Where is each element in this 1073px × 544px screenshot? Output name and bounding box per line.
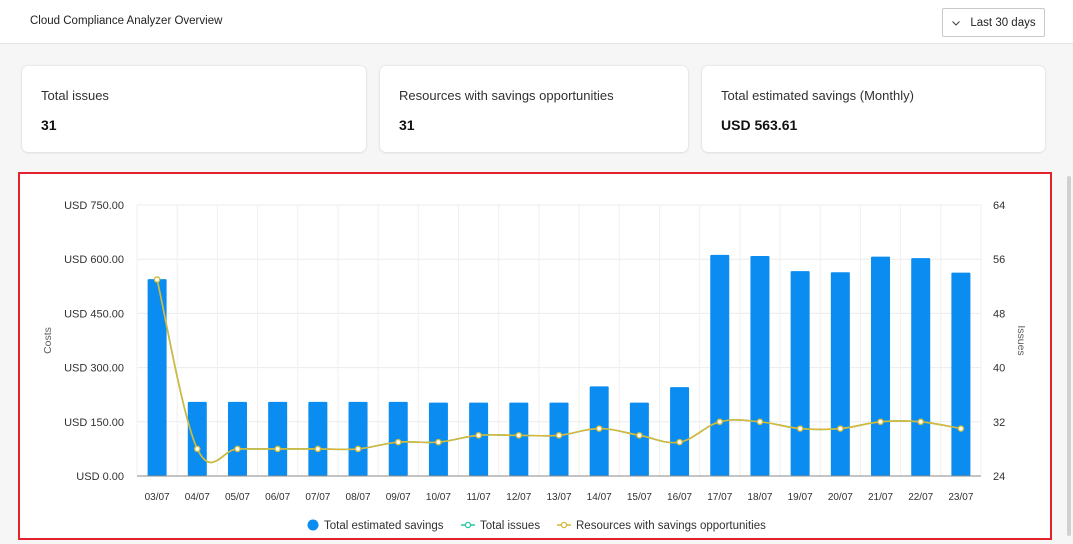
resources-savings-value: 31 [399, 117, 415, 133]
x-axis-tick-label: 15/07 [627, 492, 652, 503]
legend-resources-marker [560, 521, 568, 529]
x-axis-tick-label: 05/07 [225, 492, 250, 503]
estimated-savings-card: Total estimated savings (Monthly) USD 56… [702, 66, 1045, 152]
legend-total-issues-marker [464, 521, 472, 529]
resources-savings-point [555, 432, 563, 439]
resources-savings-point [756, 418, 764, 426]
total-issues-label: Total issues [41, 88, 109, 103]
top-bar: Cloud Compliance Analyzer Overview Last … [0, 0, 1073, 44]
resources-savings-point [274, 445, 281, 453]
y2-axis-tick-label: 48 [993, 308, 1005, 320]
x-axis-tick-label: 11/07 [466, 492, 491, 503]
y2-axis-tick-label: 56 [993, 254, 1005, 266]
x-axis-tick-label: 23/07 [948, 492, 973, 503]
x-axis-tick-label: 07/07 [305, 492, 330, 503]
savings-bar [750, 255, 770, 476]
x-axis-tick-label: 18/07 [747, 492, 772, 503]
total-issues-value: 31 [41, 117, 57, 133]
savings-bar [951, 272, 971, 476]
y-axis-tick-label: USD 450.00 [64, 308, 124, 320]
resources-savings-point [234, 445, 241, 453]
x-axis-tick-label: 14/07 [587, 492, 612, 503]
savings-bar [147, 279, 167, 476]
savings-bar [871, 256, 891, 476]
y2-axis-tick-label: 24 [993, 471, 1005, 483]
x-axis-tick-label: 19/07 [788, 492, 813, 503]
x-axis-tick-label: 17/07 [707, 492, 732, 503]
chart-panel: USD 0.00 USD 150.00 USD 300.00 USD 450.00 US… [18, 172, 1052, 540]
resources-savings-point [957, 425, 965, 432]
savings-bar [670, 387, 690, 476]
resources-savings-point [475, 432, 482, 439]
resources-savings-point [796, 425, 804, 432]
resources-savings-point [314, 445, 322, 453]
resources-savings-point [194, 445, 201, 453]
x-axis-tick-label: 16/07 [667, 492, 692, 503]
y-axis-tick-label: USD 600.00 [64, 254, 124, 266]
legend-total-issues-label: Total issues [480, 520, 540, 532]
y-axis-title: Costs [42, 327, 54, 354]
resources-savings-point [394, 438, 402, 446]
legend-savings-label: Total estimated savings [324, 520, 444, 532]
x-axis-tick-label: 13/07 [546, 492, 571, 503]
x-axis-tick-label: 20/07 [828, 492, 853, 503]
date-range-dropdown[interactable]: Last 30 days [942, 8, 1045, 37]
savings-bar [629, 402, 649, 476]
resources-savings-point [877, 418, 884, 426]
resources-savings-point [636, 432, 643, 439]
savings-bar [469, 402, 489, 476]
legend-resources-label: Resources with savings opportunities [576, 520, 766, 532]
estimated-savings-value: USD 563.61 [721, 117, 798, 133]
legend-savings-marker [307, 519, 319, 531]
resources-savings-point [716, 418, 724, 426]
savings-issues-chart: USD 0.00 USD 150.00 USD 300.00 USD 450.00 US… [42, 200, 1027, 532]
x-axis-tick-label: 12/07 [506, 492, 531, 503]
x-axis-tick-label: 08/07 [346, 492, 371, 503]
x-axis-tick-label: 21/07 [868, 492, 893, 503]
savings-bar [911, 258, 931, 476]
resources-savings-card: Resources with savings opportunities 31 [380, 66, 688, 152]
resources-savings-point [837, 425, 844, 432]
resources-savings-point [917, 418, 924, 426]
y-axis-tick-label: USD 150.00 [64, 417, 124, 429]
estimated-savings-label: Total estimated savings (Monthly) [721, 88, 914, 103]
savings-bar [348, 401, 368, 476]
total-issues-card: Total issues 31 [22, 66, 366, 152]
page-title: Cloud Compliance Analyzer Overview [30, 15, 223, 27]
x-axis-tick-label: 10/07 [426, 492, 451, 503]
y-axis-tick-label: USD 300.00 [64, 363, 124, 375]
x-axis-tick-label: 04/07 [185, 492, 210, 503]
resources-savings-line [156, 279, 962, 464]
savings-bar [308, 401, 328, 476]
y2-axis-tick-label: 64 [993, 200, 1005, 212]
chevron-down-icon [952, 20, 961, 26]
savings-bar [187, 401, 207, 476]
resources-savings-point [595, 425, 603, 432]
savings-bar [268, 401, 288, 476]
resources-savings-point [435, 438, 442, 446]
savings-bar [549, 402, 569, 476]
savings-bar [710, 254, 730, 476]
savings-bar [509, 402, 529, 476]
x-axis-tick-label: 22/07 [908, 492, 933, 503]
scrollbar[interactable] [1067, 176, 1071, 536]
resources-savings-point [676, 438, 683, 446]
y2-axis-tick-label: 40 [993, 363, 1005, 375]
x-axis-tick-label: 06/07 [265, 492, 290, 503]
date-range-label: Last 30 days [970, 16, 1036, 29]
resources-savings-label: Resources with savings opportunities [399, 88, 614, 103]
y2-axis-title: Issues [1015, 325, 1027, 355]
savings-bar [227, 401, 247, 476]
resources-savings-point [354, 445, 362, 453]
y2-axis-tick-label: 32 [993, 417, 1005, 429]
x-axis-tick-label: 09/07 [386, 492, 411, 503]
y-axis-tick-label: USD 0.00 [76, 471, 124, 483]
resources-savings-point [153, 276, 161, 283]
x-axis-tick-label: 03/07 [145, 492, 170, 503]
savings-bar [790, 271, 810, 476]
savings-bar [830, 272, 850, 476]
y-axis-tick-label: USD 750.00 [64, 200, 124, 212]
resources-savings-point [515, 432, 523, 439]
